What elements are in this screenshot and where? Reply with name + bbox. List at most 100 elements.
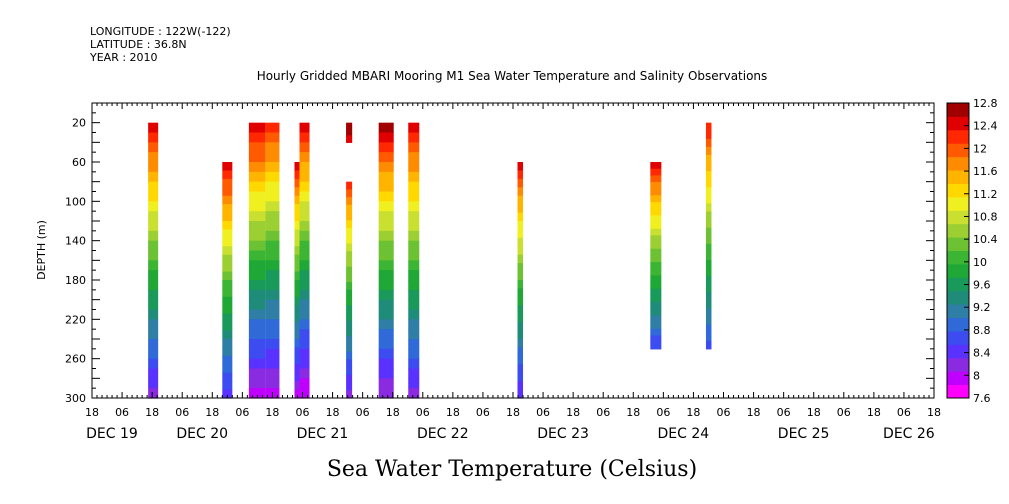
data-cell (517, 280, 524, 290)
data-cell (294, 280, 300, 290)
data-cell (222, 162, 233, 172)
data-cell (346, 139, 353, 141)
longitude-label: LONGITUDE : 122W(-122) (90, 25, 231, 38)
colorbar-tick-label: 10.8 (973, 210, 998, 223)
data-cell (650, 322, 662, 330)
data-column (248, 122, 266, 399)
data-cell (650, 175, 662, 183)
data-cell (222, 280, 233, 290)
x-tick-label: 18 (326, 406, 340, 419)
data-cell (248, 181, 266, 193)
data-cell (650, 302, 662, 310)
data-cell (265, 299, 280, 311)
data-column (222, 162, 233, 399)
axes: 18 06 18 06 18 06 18 06 18 06 18 06 18 06 18 06 18 06 18 06… (65, 102, 941, 442)
colorbar-swatch (947, 210, 969, 225)
x-tick-label: 06 (296, 406, 310, 419)
data-cell (346, 136, 353, 139)
data-cell (408, 329, 420, 340)
data-cell (408, 299, 420, 311)
colorbar-tick-label: 9.2 (973, 301, 991, 314)
data-cell (222, 381, 233, 391)
data-cell (378, 358, 394, 370)
data-cell (408, 289, 420, 301)
data-cell (265, 142, 280, 153)
data-cell (222, 254, 233, 264)
x-tick-label: 06 (115, 406, 129, 419)
colorbar-swatch (947, 183, 969, 198)
data-cell (705, 187, 712, 196)
colorbar-swatch (947, 330, 969, 345)
data-cell (265, 221, 280, 232)
x-day-label: DEC 25 (778, 426, 830, 442)
data-cell (408, 358, 420, 370)
data-cell (705, 195, 712, 205)
data-cell (248, 289, 266, 301)
data-cell (148, 132, 159, 143)
data-cell (294, 221, 300, 231)
data-cell (378, 339, 394, 350)
x-day-label: DEC 22 (417, 426, 469, 442)
data-cell (248, 270, 266, 281)
y-tick-label: 220 (65, 313, 86, 326)
data-cell (408, 181, 420, 193)
data-cell (265, 132, 280, 143)
colorbar-swatch (947, 223, 969, 238)
data-cell (408, 191, 420, 202)
x-day-label: DEC 26 (883, 426, 935, 442)
data-cell (517, 178, 524, 188)
data-cell (294, 212, 300, 222)
data-cell (705, 243, 712, 253)
data-cell (346, 132, 353, 134)
x-tick-label: 06 (536, 406, 550, 419)
data-cell (248, 378, 266, 389)
x-day-label: DEC 20 (176, 426, 228, 442)
colorbar-tick-label: 11.2 (973, 188, 998, 201)
data-cell (222, 229, 233, 239)
data-cell (294, 178, 300, 188)
data-cell (248, 368, 266, 379)
data-cell (265, 329, 280, 340)
data-cell (346, 228, 353, 237)
x-tick-label: 06 (235, 406, 249, 419)
data-cell (294, 187, 300, 197)
data-cell (705, 251, 712, 261)
data-cell (248, 142, 266, 153)
data-cell (294, 271, 300, 281)
data-cell (517, 195, 524, 205)
data-cell (294, 229, 300, 239)
data-cell (248, 211, 266, 222)
colorbar-tick-label: 12.8 (973, 97, 998, 110)
data-cell (265, 358, 280, 370)
data-cell (248, 348, 266, 360)
x-tick-label: 18 (205, 406, 219, 419)
data-cell (299, 211, 310, 222)
data-cell (265, 270, 280, 281)
data-cell (378, 230, 394, 242)
data-cell (517, 212, 524, 222)
data-cell (517, 237, 524, 247)
data-cell (294, 313, 300, 323)
data-cell (299, 348, 310, 360)
data-cell (265, 201, 280, 212)
x-tick-label: 06 (777, 406, 791, 419)
y-tick-label: 140 (65, 235, 86, 248)
data-cell (248, 162, 266, 173)
data-cell (299, 230, 310, 242)
data-cell (222, 339, 233, 349)
x-tick-label: 06 (717, 406, 731, 419)
data-cell (265, 339, 280, 350)
x-tick-label: 18 (85, 406, 99, 419)
year-label: YEAR : 2010 (89, 51, 158, 64)
data-cell (294, 389, 300, 399)
data-cell (346, 382, 353, 391)
data-cell (650, 308, 662, 317)
data-cell (408, 270, 420, 281)
data-cell (248, 319, 266, 330)
data-cell (650, 288, 662, 297)
data-cell (650, 215, 662, 223)
data-cell (408, 230, 420, 242)
data-cell (650, 255, 662, 263)
data-cell (346, 197, 353, 206)
